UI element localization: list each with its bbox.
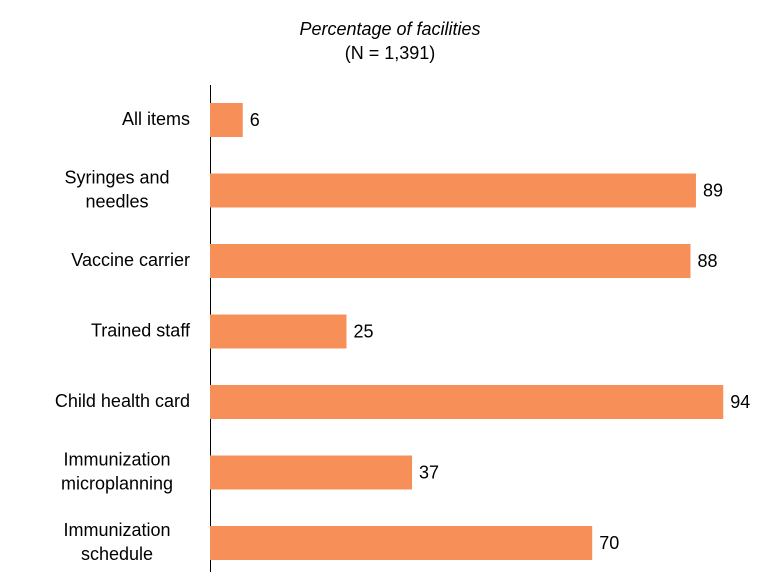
value-label: 6: [250, 110, 260, 130]
bar: [210, 173, 696, 208]
bar: [210, 385, 724, 419]
bar: [210, 314, 347, 349]
value-label: 37: [419, 462, 439, 482]
category-label: Vaccine carrier: [71, 250, 190, 270]
bar: [210, 455, 413, 490]
category-label: Immunization schedule: [63, 520, 170, 564]
value-label: 88: [697, 251, 717, 271]
category-label: Child health card: [55, 391, 190, 411]
bar: [210, 244, 691, 278]
category-label: Syringes and needles: [64, 167, 169, 211]
value-label: 94: [730, 392, 750, 412]
category-label: Trained staff: [91, 320, 191, 340]
chart-title: Percentage of facilities: [299, 19, 480, 39]
bar: [210, 103, 243, 137]
value-label: 89: [703, 180, 723, 200]
value-label: 70: [599, 533, 619, 553]
value-label: 25: [354, 321, 374, 341]
chart-subtitle: (N = 1,391): [345, 43, 436, 63]
bar: [210, 526, 593, 560]
category-label: All items: [122, 109, 190, 129]
category-label: Immunization microplanning: [61, 449, 173, 493]
